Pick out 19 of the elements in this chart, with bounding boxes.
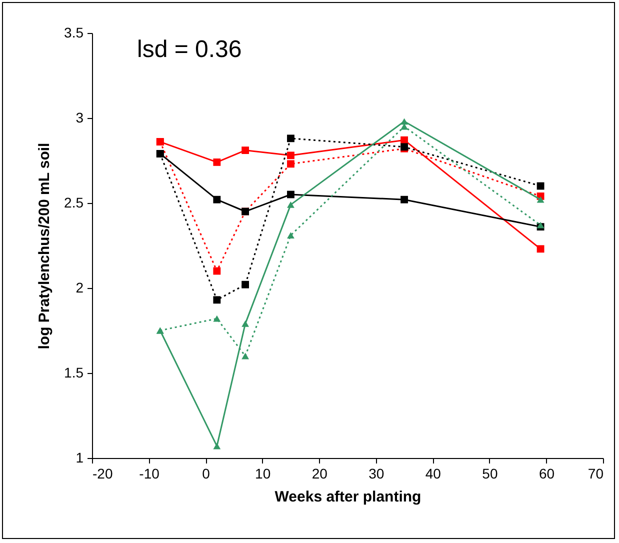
y-tick-label: 2.5 xyxy=(64,194,84,210)
x-tick-label: 20 xyxy=(312,466,328,482)
x-tick-label: 60 xyxy=(538,466,555,482)
x-tick-label: -20 xyxy=(92,466,113,482)
y-tick-label: 3 xyxy=(76,110,84,126)
x-tick-label: 40 xyxy=(425,466,442,482)
x-axis-title: Weeks after planting xyxy=(274,488,422,506)
annotation: lsd = 0.36 xyxy=(137,36,242,63)
y-tick-label: 3.5 xyxy=(64,24,84,40)
x-tick-label: 70 xyxy=(588,466,604,482)
x-tick-label: 30 xyxy=(368,466,384,482)
x-tick-label: -10 xyxy=(139,466,160,482)
x-tick-label: 50 xyxy=(482,466,498,482)
y-tick-label: 1 xyxy=(76,450,84,466)
y-axis-title: log Pratylenchus/200 mL soil xyxy=(36,142,54,350)
y-tick-label: 2 xyxy=(76,280,84,296)
y-tick-label: 1.5 xyxy=(64,364,84,380)
x-tick-label: 10 xyxy=(255,466,271,482)
x-tick-label: 0 xyxy=(202,466,210,482)
